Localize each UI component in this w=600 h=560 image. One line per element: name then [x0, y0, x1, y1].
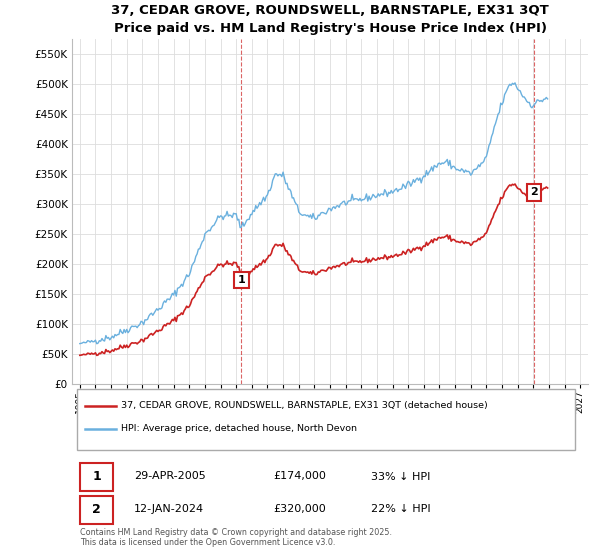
Text: £174,000: £174,000: [273, 472, 326, 482]
FancyBboxPatch shape: [77, 389, 575, 450]
Text: 1: 1: [92, 470, 101, 483]
Text: 29-APR-2005: 29-APR-2005: [134, 472, 206, 482]
Text: 22% ↓ HPI: 22% ↓ HPI: [371, 505, 431, 514]
Text: 33% ↓ HPI: 33% ↓ HPI: [371, 472, 431, 482]
Text: 37, CEDAR GROVE, ROUNDSWELL, BARNSTAPLE, EX31 3QT (detached house): 37, CEDAR GROVE, ROUNDSWELL, BARNSTAPLE,…: [121, 402, 488, 410]
FancyBboxPatch shape: [80, 496, 113, 524]
Title: 37, CEDAR GROVE, ROUNDSWELL, BARNSTAPLE, EX31 3QT
Price paid vs. HM Land Registr: 37, CEDAR GROVE, ROUNDSWELL, BARNSTAPLE,…: [111, 4, 549, 35]
FancyBboxPatch shape: [80, 463, 113, 491]
Text: 1: 1: [238, 275, 245, 285]
Text: £320,000: £320,000: [273, 505, 326, 514]
Text: Contains HM Land Registry data © Crown copyright and database right 2025.
This d: Contains HM Land Registry data © Crown c…: [80, 528, 392, 547]
Text: 2: 2: [530, 187, 538, 197]
Text: 2: 2: [92, 503, 101, 516]
Text: 12-JAN-2024: 12-JAN-2024: [134, 505, 204, 514]
Text: HPI: Average price, detached house, North Devon: HPI: Average price, detached house, Nort…: [121, 424, 357, 433]
